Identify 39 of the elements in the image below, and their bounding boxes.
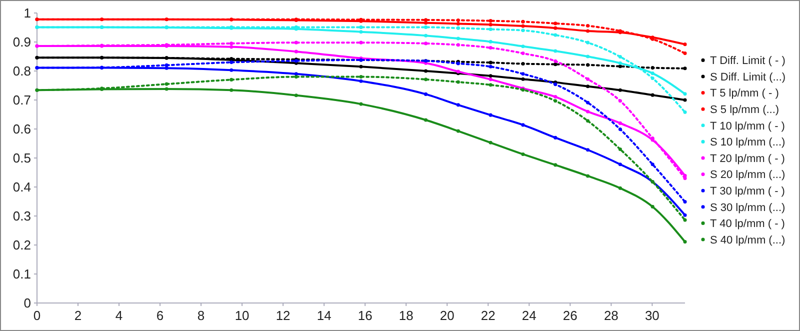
x-tick-label: 28 (604, 308, 618, 323)
x-tick-label: 16 (358, 308, 372, 323)
y-tick-label: 0.2 (12, 238, 31, 253)
x-tick-label: 0 (33, 308, 41, 323)
legend-label: S 20 lp/mm (...) (710, 169, 786, 182)
x-tick-label: 24 (522, 308, 536, 323)
x-tick-label: 20 (440, 308, 454, 323)
y-tick-label: 0.4 (12, 180, 31, 195)
legend-label: S Diff. Limit (...) (710, 71, 786, 84)
x-tick-label: 6 (156, 308, 164, 323)
y-tick-label: 0.3 (12, 208, 31, 224)
x-tick-label: 14 (316, 308, 332, 323)
y-tick-label: 0 (24, 296, 31, 311)
y-tick-label: 0.8 (12, 64, 31, 79)
y-tick-label: 1 (24, 6, 31, 21)
legend-label: T Diff. Limit ( - ) (710, 55, 786, 68)
legend-label: T 30 lp/mm ( - ) (710, 185, 785, 198)
y-tick-label: 0.5 (12, 150, 31, 166)
legend-label: S 10 lp/mm (...) (710, 136, 786, 149)
x-tick-label: 4 (115, 308, 123, 323)
x-tick-label: 30 (644, 308, 660, 323)
y-tick-label: 0.1 (12, 266, 31, 282)
y-tick-label: 0.9 (12, 34, 31, 50)
legend-label: T 20 lp/mm ( - ) (710, 152, 785, 165)
legend-label: T 5 lp/mm ( - ) (710, 88, 779, 100)
legend-label: T 10 lp/mm ( - ) (710, 120, 785, 132)
x-tick-label: 8 (197, 308, 205, 323)
x-tick-label: 12 (276, 308, 290, 323)
x-tick-label: 10 (234, 308, 250, 323)
x-tick-label: 26 (562, 308, 578, 323)
legend-label: S 30 lp/mm (...) (710, 202, 786, 214)
legend-label: S 5 lp/mm (...) (710, 104, 780, 116)
x-tick-label: 2 (74, 308, 82, 323)
legend-label: S 40 lp/mm (...) (710, 234, 786, 246)
x-tick-label: 22 (480, 308, 496, 323)
y-tick-label: 0.7 (12, 92, 31, 108)
y-tick-label: 0.6 (12, 122, 31, 137)
legend-label: T 40 lp/mm ( - ) (710, 218, 785, 230)
x-tick-label: 18 (398, 308, 414, 323)
